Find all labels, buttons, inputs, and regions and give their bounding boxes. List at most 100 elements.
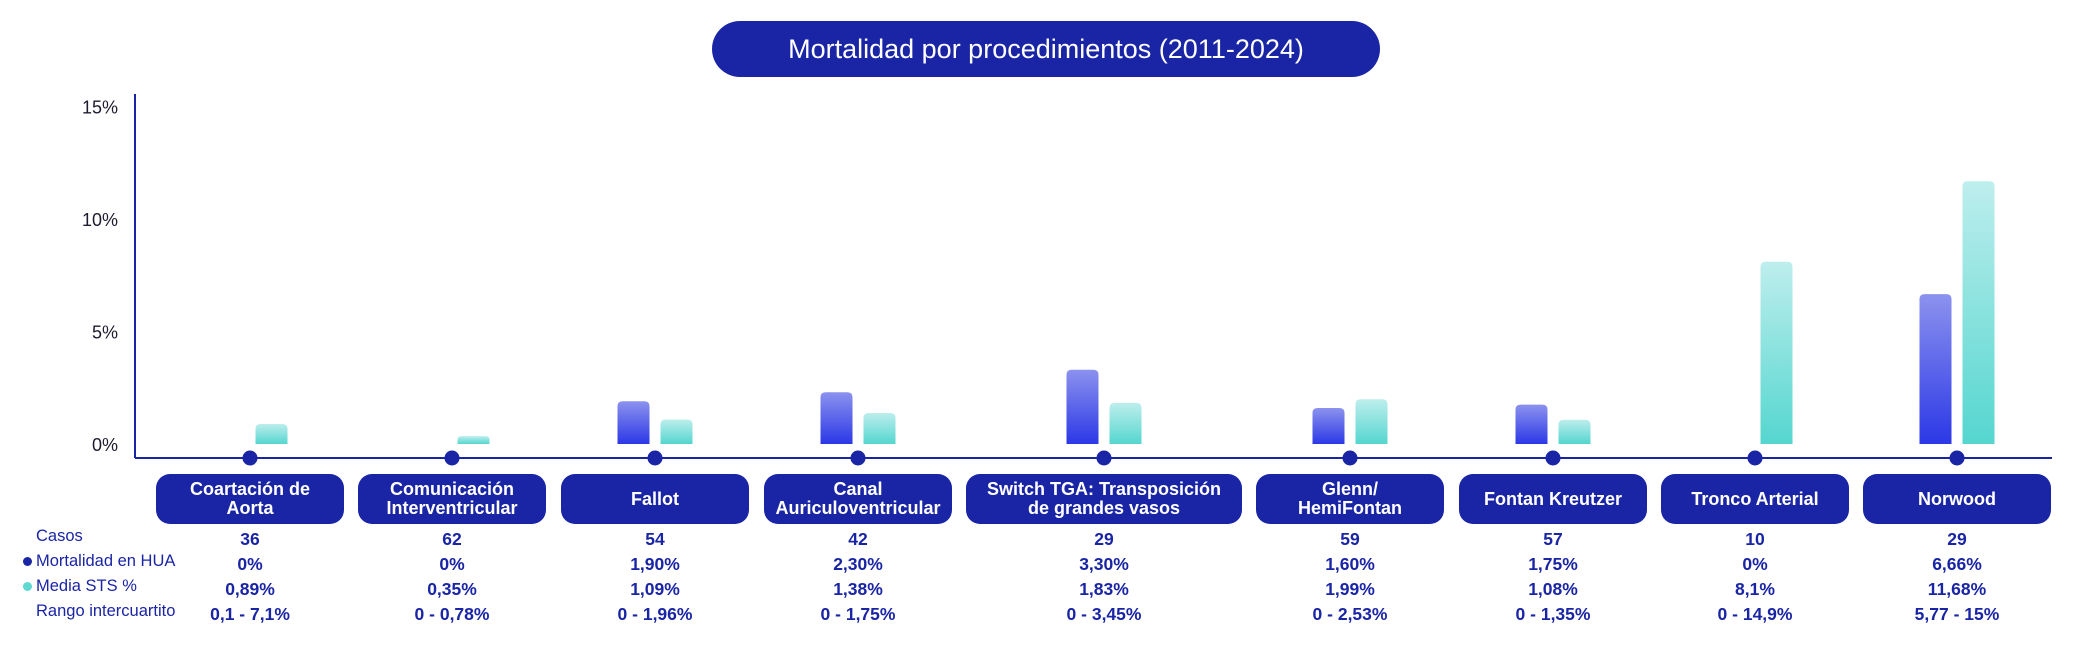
row-label-casos: Casos xyxy=(36,527,83,546)
category-label: Comunicación Interventricular xyxy=(358,474,546,524)
bar-media-sts xyxy=(255,423,288,444)
bar-media-sts xyxy=(1962,181,1995,444)
table-cell-casos: 42 xyxy=(848,529,868,549)
table-cell-media-sts: 11,68% xyxy=(1927,579,1987,599)
y-axis-ticks: 15% 10% 5% 0% xyxy=(82,98,118,456)
category-label-line: Norwood xyxy=(1918,488,1996,509)
bar-mortalidad-hua xyxy=(1515,404,1548,444)
category-label-line: Coartación de xyxy=(189,479,311,499)
table-cell-rango: 0 - 1,75% xyxy=(820,604,896,624)
table-cell-media-sts: 1,38% xyxy=(833,579,883,599)
legend-dot-media-sts xyxy=(23,582,32,591)
x-axis-dot xyxy=(647,450,663,466)
row-label-media-sts: Media STS % xyxy=(23,577,137,596)
table-cell-casos: 29 xyxy=(1947,529,1967,549)
bar-mortalidad-hua xyxy=(1919,294,1952,444)
category-label-line: Fontan Kreutzer xyxy=(1483,488,1622,509)
table-cell-rango: 0 - 0,78% xyxy=(414,604,490,624)
category-label: Coartación de Aorta xyxy=(156,474,344,524)
table-cell-media-sts: 8,1% xyxy=(1735,579,1775,599)
row-label-text: Rango intercuartito xyxy=(36,602,176,620)
category-label-line: Fallot xyxy=(631,488,679,509)
bars xyxy=(255,181,1995,444)
table-cell-mortalidad: 0% xyxy=(237,554,263,574)
category-label: Norwood xyxy=(1863,474,2051,524)
category-label: Switch TGA: Transposición de grandes vaso… xyxy=(966,474,1242,524)
bar-media-sts xyxy=(1355,399,1388,444)
y-tick-label: 0% xyxy=(92,435,118,455)
table-cell-rango: 0,1 - 7,1% xyxy=(210,604,290,624)
table-cell-mortalidad: 0% xyxy=(1742,554,1768,574)
bar-mortalidad-hua xyxy=(1312,408,1345,444)
table-cell-rango: 5,77 - 15% xyxy=(1914,604,2000,624)
bar-media-sts xyxy=(863,412,896,444)
category-label-line: de grandes vasos xyxy=(1027,498,1181,518)
table-cell-rango: 0 - 3,45% xyxy=(1066,604,1142,624)
bar-media-sts xyxy=(660,419,693,444)
table-cell-casos: 29 xyxy=(1094,529,1114,549)
category-label-line: Comunicación xyxy=(389,479,514,499)
table-cell-casos: 62 xyxy=(442,529,462,549)
x-axis-dot xyxy=(242,450,258,466)
table-cell-media-sts: 1,09% xyxy=(630,579,680,599)
category-label: Fontan Kreutzer xyxy=(1459,474,1647,524)
y-tick-label: 15% xyxy=(82,98,118,118)
x-axis-dot xyxy=(850,450,866,466)
table-cell-media-sts: 1,08% xyxy=(1528,579,1578,599)
category-label-line: Glenn/ xyxy=(1321,479,1378,499)
x-axis-dot xyxy=(444,450,460,466)
table-cell-mortalidad: 1,60% xyxy=(1325,554,1375,574)
category-label-line: HemiFontan xyxy=(1297,498,1402,518)
table-cell-mortalidad: 2,30% xyxy=(833,554,883,574)
table-cell-media-sts: 0,89% xyxy=(225,579,275,599)
row-label-text: Casos xyxy=(36,527,83,545)
x-axis-dot xyxy=(1747,450,1763,466)
x-axis-dot xyxy=(1096,450,1112,466)
bar-media-sts xyxy=(1109,402,1142,444)
bar-media-sts xyxy=(1760,261,1793,444)
legend-dot-mortalidad xyxy=(23,557,32,566)
table-cell-rango: 0 - 1,96% xyxy=(617,604,693,624)
category-label: Canal Auriculoventricular xyxy=(764,474,952,524)
table-cell-media-sts: 0,35% xyxy=(427,579,477,599)
table-cell-casos: 59 xyxy=(1340,529,1360,549)
bar-media-sts xyxy=(1558,419,1591,444)
table-cell-mortalidad: 1,90% xyxy=(630,554,680,574)
table-cell-mortalidad: 6,66% xyxy=(1932,554,1982,574)
chart-title: Mortalidad por procedimientos (2011-2024… xyxy=(712,21,1380,77)
table-cell-casos: 36 xyxy=(240,529,260,549)
table-cell-rango: 0 - 2,53% xyxy=(1312,604,1388,624)
table-cell-rango: 0 - 1,35% xyxy=(1515,604,1591,624)
category-label-line: Auriculoventricular xyxy=(775,498,941,518)
bar-media-sts xyxy=(457,436,490,444)
table-cell-mortalidad: 0% xyxy=(439,554,465,574)
y-tick-label: 5% xyxy=(92,323,118,343)
table-cell-rango: 0 - 14,9% xyxy=(1717,604,1793,624)
row-label-rango: Rango intercuartito xyxy=(36,602,175,621)
category-label-line: Tronco Arterial xyxy=(1691,488,1819,509)
table-cell-media-sts: 1,83% xyxy=(1079,579,1129,599)
table-cell-casos: 10 xyxy=(1745,529,1765,549)
category-label-line: Switch TGA: Transposición xyxy=(986,479,1222,499)
bar-mortalidad-hua xyxy=(617,401,650,444)
legend-label-media-sts: Media STS % xyxy=(36,577,137,595)
table-cell-mortalidad: 1,75% xyxy=(1528,554,1578,574)
table-cell-casos: 54 xyxy=(645,529,665,549)
y-tick-label: 10% xyxy=(82,210,118,230)
legend-label-mortalidad: Mortalidad en HUA xyxy=(36,552,176,570)
category-label-line: Interventricular xyxy=(386,498,518,518)
table-cell-media-sts: 1,99% xyxy=(1325,579,1375,599)
bar-mortalidad-hua xyxy=(1066,369,1099,444)
bar-mortalidad-hua xyxy=(820,392,853,444)
x-axis-dot xyxy=(1545,450,1561,466)
category-label: Fallot xyxy=(561,474,749,524)
category-label: Tronco Arterial xyxy=(1661,474,1849,524)
x-axis-dot xyxy=(1949,450,1965,466)
category-label-line: Aorta xyxy=(226,498,274,518)
category-dots xyxy=(242,450,1965,466)
category-label-line: Canal xyxy=(833,479,883,499)
row-label-mortalidad: Mortalidad en HUA xyxy=(23,552,176,571)
x-axis-dot xyxy=(1342,450,1358,466)
category-label: Glenn/HemiFontan xyxy=(1256,474,1444,524)
